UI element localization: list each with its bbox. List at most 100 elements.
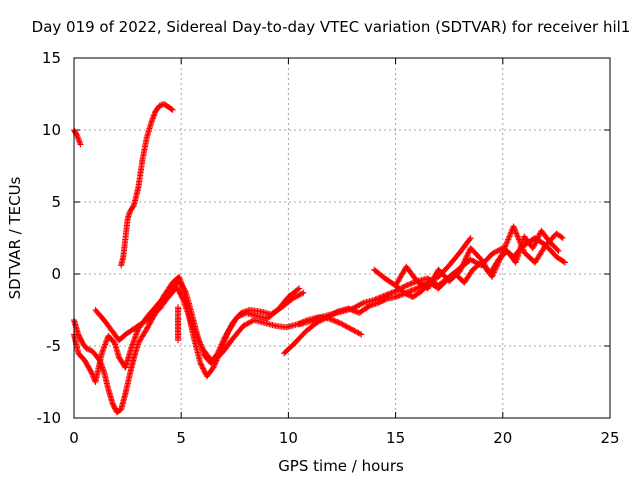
data-point bbox=[143, 325, 150, 332]
data-point bbox=[77, 141, 84, 148]
data-point bbox=[198, 343, 205, 349]
data-point bbox=[471, 258, 478, 265]
data-point bbox=[173, 283, 180, 290]
data-point bbox=[240, 322, 247, 329]
data-point bbox=[195, 335, 202, 342]
data-point bbox=[179, 295, 186, 302]
data-point bbox=[299, 290, 306, 297]
data-point bbox=[222, 333, 229, 340]
data-point bbox=[225, 327, 232, 334]
data-point bbox=[460, 259, 467, 266]
data-point bbox=[489, 250, 496, 257]
data-point bbox=[555, 247, 562, 254]
data-point bbox=[291, 294, 298, 301]
data-point bbox=[197, 341, 204, 348]
data-point bbox=[535, 234, 542, 241]
data-point bbox=[81, 357, 88, 364]
data-point bbox=[244, 320, 251, 327]
data-point bbox=[460, 260, 467, 267]
data-point bbox=[462, 255, 469, 262]
data-point bbox=[192, 330, 199, 337]
data-point bbox=[533, 237, 540, 244]
data-point bbox=[558, 234, 565, 241]
data-point bbox=[197, 360, 204, 367]
data-point bbox=[465, 249, 472, 256]
data-point bbox=[464, 252, 471, 259]
data-point bbox=[503, 240, 510, 247]
data-point bbox=[464, 250, 471, 257]
data-point bbox=[534, 235, 541, 242]
data-point bbox=[84, 362, 91, 369]
data-point bbox=[342, 322, 349, 329]
y-axis-label: SDTVAR / TECUs bbox=[6, 176, 24, 299]
data-point bbox=[347, 325, 354, 332]
y-tick-label: -5 bbox=[46, 337, 61, 355]
data-point bbox=[175, 287, 182, 294]
data-point bbox=[174, 285, 181, 292]
data-point bbox=[88, 370, 95, 377]
series-arc-g bbox=[281, 235, 474, 357]
data-point bbox=[506, 232, 513, 239]
data-point bbox=[392, 288, 399, 295]
data-point bbox=[179, 294, 186, 301]
data-point bbox=[515, 235, 522, 241]
data-point bbox=[529, 245, 536, 252]
data-point bbox=[343, 323, 350, 330]
data-point bbox=[174, 337, 181, 344]
data-point bbox=[348, 326, 355, 333]
data-point bbox=[461, 258, 468, 265]
data-point bbox=[466, 236, 473, 243]
data-point bbox=[467, 256, 474, 263]
data-point bbox=[210, 364, 217, 371]
data-point bbox=[200, 366, 207, 373]
data-point bbox=[176, 289, 183, 296]
data-point bbox=[456, 268, 463, 275]
data-point bbox=[86, 366, 93, 373]
series-arc-d bbox=[71, 278, 307, 385]
data-point bbox=[193, 332, 200, 339]
data-point bbox=[188, 321, 195, 328]
data-point bbox=[506, 233, 513, 240]
data-point bbox=[336, 319, 343, 326]
data-point bbox=[219, 338, 226, 345]
data-point bbox=[223, 330, 230, 337]
data-point bbox=[339, 321, 346, 328]
data-point bbox=[192, 328, 199, 335]
data-point bbox=[83, 359, 90, 366]
data-point bbox=[401, 283, 408, 290]
data-point bbox=[493, 248, 500, 255]
x-axis-label: GPS time / hours bbox=[278, 457, 404, 475]
data-point bbox=[352, 304, 359, 311]
data-point bbox=[513, 230, 520, 237]
data-point bbox=[353, 303, 360, 310]
data-point bbox=[293, 293, 300, 300]
chart-title: Day 019 of 2022, Sidereal Day-to-day VTE… bbox=[32, 18, 631, 36]
data-point bbox=[194, 334, 201, 341]
data-point bbox=[459, 262, 466, 269]
data-point bbox=[221, 335, 228, 342]
data-point bbox=[514, 233, 521, 240]
data-point bbox=[505, 236, 512, 243]
data-point bbox=[296, 285, 303, 292]
data-point bbox=[248, 318, 255, 325]
y-tick-label: 5 bbox=[51, 193, 61, 211]
data-point bbox=[511, 224, 518, 231]
data-point bbox=[514, 232, 521, 239]
data-point bbox=[218, 341, 225, 348]
data-point bbox=[532, 239, 539, 246]
data-point bbox=[512, 227, 519, 234]
data-point bbox=[351, 304, 358, 311]
y-tick-label: 15 bbox=[42, 49, 61, 67]
data-point bbox=[189, 322, 196, 329]
data-point bbox=[531, 242, 538, 249]
data-point bbox=[495, 247, 502, 254]
data-point bbox=[296, 291, 303, 298]
data-point bbox=[175, 286, 182, 293]
data-point bbox=[359, 300, 366, 307]
data-point bbox=[195, 337, 202, 344]
data-point bbox=[458, 265, 465, 272]
data-point bbox=[463, 253, 470, 260]
data-point bbox=[414, 285, 421, 292]
data-point bbox=[507, 230, 514, 237]
series-arc-b bbox=[118, 101, 176, 269]
